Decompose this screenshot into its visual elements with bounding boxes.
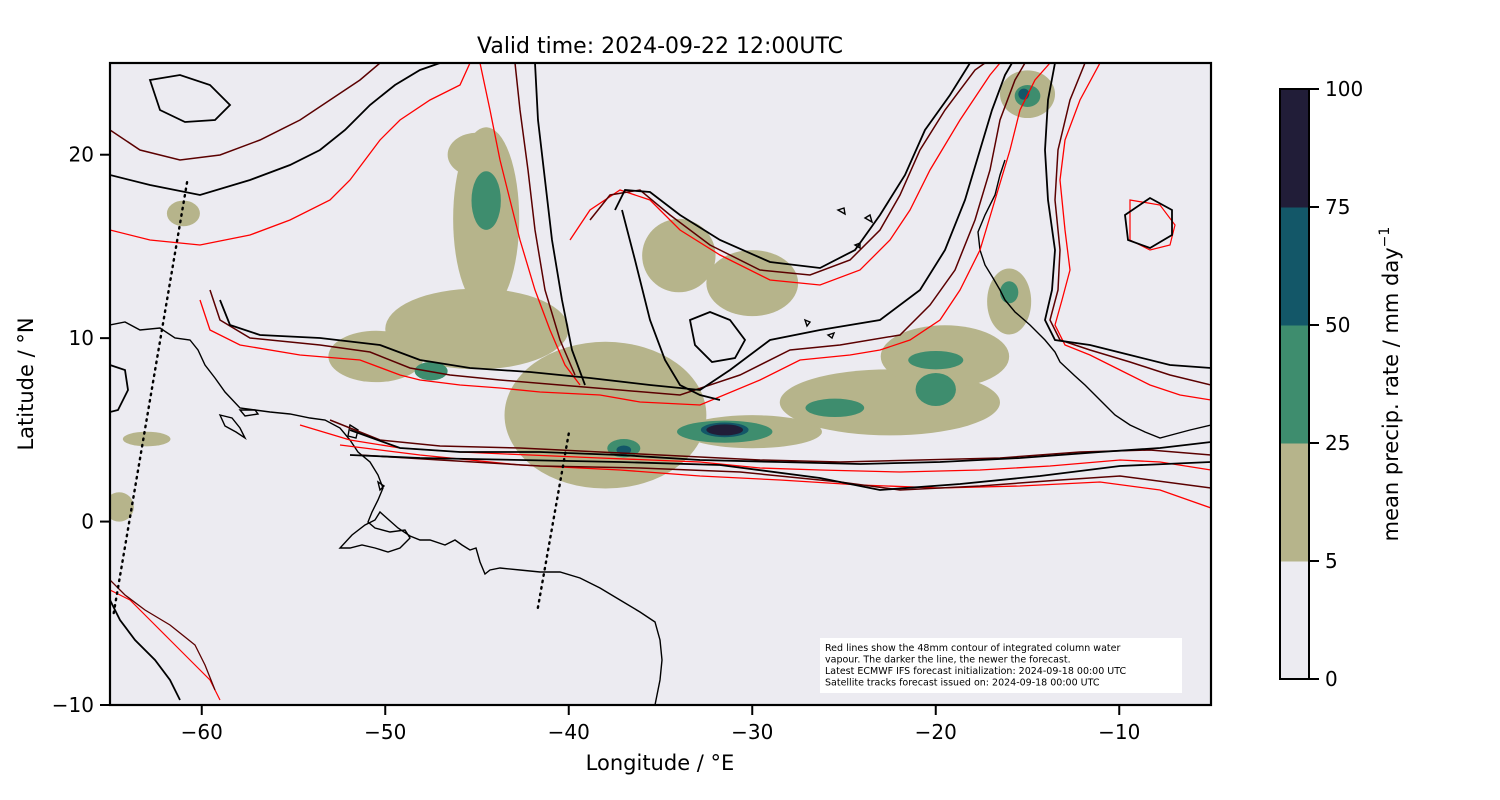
y-tick-label: 20 (69, 143, 94, 167)
colorbar-tick-label: 5 (1325, 549, 1338, 573)
precip-area-14 (110, 492, 134, 522)
iwv-contour-old-east (1054, 63, 1211, 401)
precip-area-16 (471, 171, 501, 230)
precip-area-2 (328, 330, 424, 383)
precip-area-24 (999, 281, 1019, 304)
iwv-contour-mid-north (209, 63, 1026, 396)
iwv-contour-new-nw (110, 364, 129, 413)
iwv-contour-new-box (688, 311, 747, 363)
x-axis-label: Longitude / °E (586, 751, 735, 775)
coastline-west-africa (977, 159, 1211, 439)
iwv-contour-old-north (199, 63, 1051, 406)
iwv-contour-mid-ridge (514, 63, 576, 376)
colorbar-segment (1280, 207, 1309, 326)
satellite-track-layer (112, 181, 570, 615)
precipitation-layer (110, 70, 1056, 522)
satellite-track-1 (536, 432, 570, 611)
iwv-contour-new-sw (110, 599, 181, 701)
x-tick-label: −10 (1098, 720, 1140, 744)
info-note-line-3: Latest ECMWF IFS forecast initialization… (825, 666, 1126, 677)
x-tick-label: −50 (364, 720, 406, 744)
iwv-contour-old-tongue (569, 63, 1001, 286)
colorbar-segment (1280, 325, 1309, 444)
precip-area-5 (642, 218, 716, 293)
iwv-contour-new-east-box (1124, 196, 1173, 249)
colorbar-label-text: mean precip. rate / mm day (1379, 247, 1403, 541)
info-note-line-2: vapour. The darker the line, the newer t… (825, 655, 1071, 666)
iwv-contour-mid-tongue (589, 63, 986, 276)
x-tick-label: −30 (731, 720, 773, 744)
iwv-contour-new-east (1044, 63, 1211, 369)
precip-area-19 (805, 398, 865, 418)
plot-frame (108, 61, 1213, 707)
precip-area-20 (915, 372, 956, 407)
coastline (110, 159, 1211, 705)
coastline-south-america (110, 321, 663, 705)
colorbar: 0 5 25 50 75 100 (1279, 77, 1363, 691)
precip-area-15 (166, 200, 200, 227)
colorbar-label-exponent: −1 (1377, 227, 1393, 248)
info-note-line-4: Satellite tracks forecast issued on: 202… (825, 678, 1100, 689)
precip-area-4 (447, 132, 507, 177)
iwv-contour-mid-west (110, 63, 381, 161)
iwv-contour-new-west (110, 63, 441, 196)
iwv-contour-new-itcz-south (349, 454, 1211, 491)
info-note-line-1: Red lines show the 48mm contour of integ… (825, 643, 1120, 654)
iwv-contour-layer (110, 63, 1211, 701)
precip-area-6 (706, 250, 799, 317)
y-tick-label: −10 (52, 693, 94, 717)
colorbar-tick-label: 50 (1325, 313, 1350, 337)
iwv-contour-old-west (110, 63, 471, 246)
iwv-contour-mid-east (1049, 63, 1211, 386)
iwv-contour-new-north (219, 63, 1013, 391)
precip-area-13 (122, 431, 171, 447)
x-tick-label: −60 (181, 720, 223, 744)
x-tick-label: −20 (915, 720, 957, 744)
x-tick-label: −40 (548, 720, 590, 744)
iwv-contour-mid-itcz (329, 419, 1211, 463)
precip-area-0 (504, 341, 707, 489)
colorbar-label: mean precip. rate / mm day−1 (1377, 227, 1403, 542)
y-tick-label: 10 (69, 326, 94, 350)
y-tick-label: 0 (81, 510, 94, 534)
colorbar-segment (1280, 89, 1309, 208)
iwv-contour-old-ridge (479, 63, 581, 386)
info-note-background (820, 638, 1182, 693)
colorbar-tick-label: 100 (1325, 77, 1363, 101)
colorbar-tick-label: 25 (1325, 431, 1350, 455)
colorbar-tick-label: 75 (1325, 195, 1350, 219)
coastline-cape-verde (803, 207, 874, 340)
figure-title: Valid time: 2024-09-22 12:00UTC (477, 34, 843, 59)
colorbar-segment (1280, 443, 1309, 562)
colorbar-segment (1280, 561, 1309, 680)
iwv-contour-new-west-loop (148, 74, 232, 123)
iwv-contour-new-tongue (614, 63, 971, 269)
colorbar-frame (1279, 88, 1310, 680)
iwv-contour-mid-sw (110, 579, 216, 691)
colorbar-tick-label: 0 (1325, 667, 1338, 691)
coastline-caribbean-islands (218, 409, 386, 492)
iwv-contour-new-itcz (349, 429, 1211, 465)
iwv-contour-new-tongue-inner (621, 209, 721, 401)
info-note-box: Red lines show the 48mm contour of integ… (820, 638, 1182, 693)
y-axis-label: Latitude / °N (14, 317, 38, 450)
precip-area-21 (908, 350, 964, 370)
precip-area-1 (385, 288, 569, 370)
y-axis: −10 0 10 20 (52, 143, 110, 717)
x-axis: −60 −50 −40 −30 −20 −10 (181, 705, 1140, 744)
satellite-track-0 (112, 181, 189, 615)
iwv-contour-old-sw (110, 589, 221, 701)
iwv-contour-new-ridge (534, 63, 586, 386)
map-plot-area: Red lines show the 48mm contour of integ… (108, 61, 1213, 707)
precip-area-28 (706, 424, 744, 436)
